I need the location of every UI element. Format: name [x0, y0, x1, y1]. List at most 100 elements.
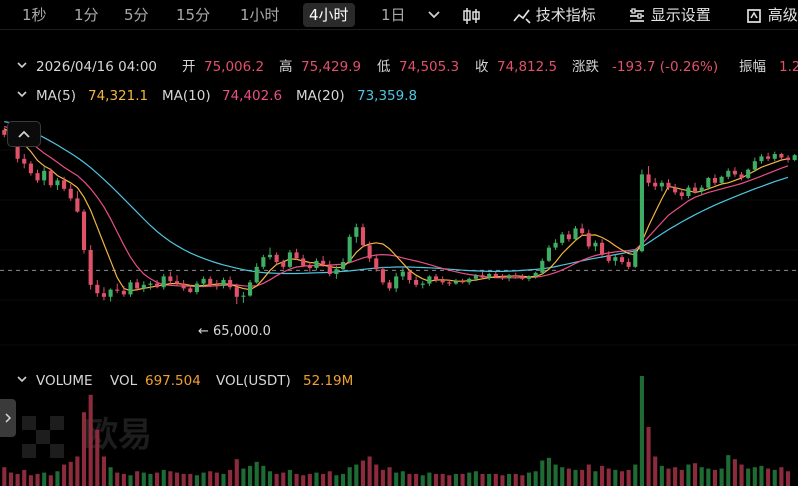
volume-bar: [15, 473, 20, 486]
candle-down: [135, 282, 140, 289]
volume-bar: [560, 467, 565, 486]
candle-up: [148, 283, 153, 285]
volume-bar: [314, 472, 319, 486]
volume-bar: [566, 468, 571, 486]
candle-down: [75, 198, 80, 212]
candle-down: [646, 174, 651, 183]
volume-bar: [540, 460, 545, 486]
volume-bar: [433, 473, 439, 486]
amplitude-label: 振幅: [739, 59, 766, 75]
volume-bars: [2, 376, 791, 486]
candle-down: [168, 276, 173, 282]
volume-bar: [699, 467, 704, 486]
candle-down: [2, 130, 7, 135]
timeframe-1m[interactable]: 1分: [74, 6, 99, 24]
candle-up: [540, 260, 545, 273]
timeframe-1h[interactable]: 1小时: [240, 6, 280, 24]
side-panel-handle[interactable]: [0, 399, 16, 437]
candle-down: [101, 293, 107, 297]
timeframe-5m[interactable]: 5分: [124, 6, 149, 24]
volume-bar: [507, 473, 512, 486]
volume-bar: [513, 473, 518, 486]
toolbar: 1秒 1分 5分 15分 1小时 4小时 1日 技术指标 显示设置 高级: [0, 0, 798, 30]
volume-bar: [360, 460, 366, 486]
timeframe-1s[interactable]: 1秒: [22, 6, 47, 24]
candle-down: [447, 282, 452, 284]
candle-down: [294, 252, 299, 259]
candle-up: [400, 271, 405, 277]
candle-down: [586, 233, 591, 247]
ma-toggle-chevron-icon[interactable]: [16, 85, 28, 107]
volume-bar: [8, 472, 14, 486]
volume-bar: [274, 473, 279, 486]
timeframe-1d[interactable]: 1日: [381, 6, 406, 24]
volume-bar: [267, 471, 273, 486]
settings-icon: [630, 7, 644, 22]
timeframe-4h[interactable]: 4小时: [303, 3, 355, 27]
close-value: 74,812.5: [497, 59, 558, 75]
volume-bar: [214, 472, 219, 486]
candle-down: [95, 284, 100, 294]
candle-up: [108, 289, 113, 297]
ma5-value: 74,321.1: [88, 88, 149, 104]
candle-down: [115, 289, 120, 291]
candle-down: [360, 227, 366, 246]
ohlc-toggle-chevron-icon[interactable]: [16, 56, 28, 78]
candle-up: [241, 295, 246, 297]
candle-up: [194, 283, 199, 292]
volume-bar: [88, 394, 93, 486]
chart-grid: [0, 149, 798, 346]
candle-up: [726, 170, 731, 177]
candle-down: [307, 265, 312, 268]
candle-up: [287, 252, 292, 267]
volume-bar: [752, 467, 757, 486]
ma20-line: [4, 121, 789, 275]
volume-bar: [168, 471, 173, 486]
ma10-label: MA(10): [162, 88, 211, 104]
candle-down: [88, 250, 93, 285]
candle-down: [766, 156, 771, 159]
candle-up: [467, 278, 472, 283]
volume-bar: [367, 456, 372, 486]
volume-bar: [48, 475, 53, 486]
candlestick-icon[interactable]: [462, 3, 482, 27]
watermark-text: 欧易: [84, 415, 152, 455]
volume-bar: [155, 472, 160, 486]
okx-logo-icon: [22, 416, 64, 458]
candle-down: [214, 284, 219, 286]
candles: [2, 127, 797, 304]
candle-up: [507, 275, 512, 278]
volume-bar: [613, 469, 618, 486]
display-settings-button[interactable]: 显示设置: [628, 3, 711, 27]
candle-down: [228, 280, 233, 288]
chevron-down-icon[interactable]: [424, 3, 444, 27]
candle-up: [221, 280, 226, 286]
ma5-line: [4, 128, 789, 292]
candle-up: [394, 276, 399, 289]
moving-average-lines: [4, 121, 789, 292]
volume-bar: [546, 457, 551, 486]
volume-bar: [181, 473, 186, 486]
volume-bar: [248, 465, 253, 486]
volume-bar: [666, 468, 671, 486]
candle-up: [706, 178, 711, 188]
volume-bar: [62, 464, 67, 486]
volume-bar: [646, 426, 651, 486]
technical-indicators-button[interactable]: 技术指标: [513, 3, 596, 27]
candle-down: [327, 264, 332, 274]
volume-bar: [201, 472, 206, 486]
advanced-button[interactable]: 高级: [745, 3, 798, 27]
volume-toggle-chevron-icon[interactable]: [16, 370, 28, 392]
volume-bar: [301, 475, 306, 486]
timeframe-15m[interactable]: 15分: [176, 6, 211, 24]
candle-up: [639, 174, 644, 252]
candle-up: [573, 228, 578, 240]
volume-bar: [447, 475, 452, 486]
candle-down: [520, 276, 525, 279]
candle-down: [407, 271, 412, 280]
candle-down: [174, 281, 180, 284]
candle-up: [201, 278, 206, 284]
candle-up: [267, 254, 273, 258]
collapse-button[interactable]: [7, 121, 41, 147]
